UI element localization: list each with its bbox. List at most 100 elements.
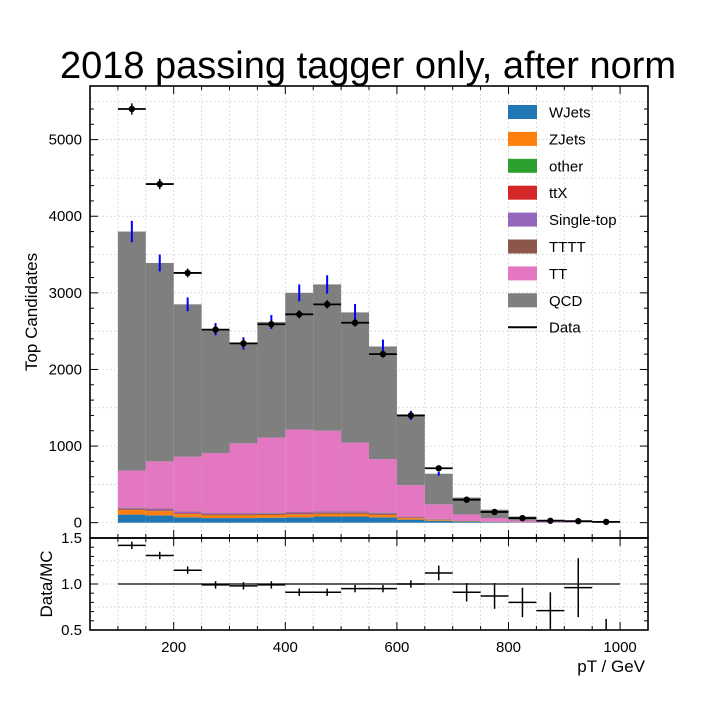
legend-swatch-zjets (508, 132, 537, 146)
data-point (380, 351, 386, 357)
bar-ttx (369, 514, 397, 515)
bar-ttx (202, 514, 230, 515)
bar-wjets (118, 515, 146, 523)
chart-title: 2018 passing tagger only, after norm (60, 45, 676, 87)
legend-label-single-top: Single-top (549, 212, 617, 229)
bar-qcd (425, 474, 453, 505)
bar-single-top (146, 509, 174, 510)
bar-zjets (425, 520, 453, 521)
data-point (129, 106, 135, 112)
legend-label-wjets: WJets (549, 105, 591, 122)
bar-tt (369, 459, 397, 512)
bar-wjets (313, 517, 341, 523)
bar-ttx (313, 513, 341, 514)
bar-wjets (230, 518, 258, 523)
legend-swatch-tttt (508, 240, 537, 254)
bar-single-top (313, 512, 341, 513)
bar-wjets (481, 522, 509, 523)
legend-label-ttx: ttX (549, 185, 567, 202)
bar-wjets (425, 521, 453, 523)
data-point (296, 311, 302, 317)
data-point (547, 518, 553, 524)
bar-tt (397, 485, 425, 516)
bar-tt (202, 453, 230, 513)
bar-wjets (257, 518, 285, 523)
x-tick-label: 200 (161, 639, 186, 656)
legend-label-tt: TT (549, 266, 567, 283)
data-point (240, 340, 246, 346)
bar-wjets (174, 517, 202, 522)
bar-zjets (257, 515, 285, 518)
bar-zjets (285, 515, 313, 518)
bar-wjets (453, 522, 481, 523)
bar-tt (481, 518, 509, 521)
ratio-y-tick-label: 1.5 (61, 530, 82, 547)
bar-tt (174, 457, 202, 512)
bar-qcd (257, 322, 285, 438)
x-tick-label: 600 (384, 639, 409, 656)
bar-ttx (118, 509, 146, 510)
y-tick-label: 5000 (49, 132, 82, 149)
x-axis-label: pT / GeV (577, 657, 645, 676)
data-point (324, 301, 330, 307)
bar-wjets (146, 515, 174, 522)
legend-swatch-single-top (508, 213, 537, 227)
bar-wjets (285, 517, 313, 522)
bar-tt (146, 461, 174, 508)
data-point (575, 518, 581, 524)
bar-wjets (369, 517, 397, 522)
legend-swatch-qcd (508, 293, 537, 307)
bar-zjets (230, 515, 258, 518)
legend-label-zjets: ZJets (549, 131, 586, 148)
bar-tt (453, 514, 481, 520)
bar-tt (425, 504, 453, 519)
legend-swatch-ttx (508, 186, 537, 200)
bar-qcd (341, 312, 369, 442)
bar-zjets (313, 514, 341, 517)
bar-single-top (118, 508, 146, 509)
bar-single-top (174, 512, 202, 513)
legend-label-qcd: QCD (549, 293, 583, 310)
legend: WJetsZJetsotherttXSingle-topTTTTTTQCDDat… (508, 105, 617, 337)
x-tick-label: 1000 (603, 639, 636, 656)
bar-ttx (146, 510, 174, 511)
bar-qcd (118, 232, 146, 471)
bar-tt (285, 430, 313, 512)
bar-zjets (202, 515, 230, 518)
bar-tt (341, 443, 369, 512)
y-tick-label: 4000 (49, 208, 82, 225)
bar-qcd (369, 346, 397, 459)
data-point (408, 412, 414, 418)
data-point (212, 326, 218, 332)
bar-ttx (341, 513, 369, 514)
bar-zjets (369, 515, 397, 517)
legend-label-other: other (549, 158, 583, 175)
data-point (352, 320, 358, 326)
bar-single-top (230, 513, 258, 514)
bar-qcd (202, 330, 230, 453)
x-tick-label: 800 (496, 639, 521, 656)
x-tick-label: 400 (273, 639, 298, 656)
y-tick-label: 2000 (49, 361, 82, 378)
data-point (519, 515, 525, 521)
bar-zjets (397, 518, 425, 520)
data-point (463, 496, 469, 502)
bar-single-top (202, 513, 230, 514)
y-axis-label-main: Top Candidates (22, 253, 41, 371)
bar-tt (313, 431, 341, 511)
bar-tt (257, 438, 285, 513)
bar-zjets (174, 514, 202, 517)
ratio-y-tick-label: 0.5 (61, 622, 82, 639)
bar-qcd (230, 343, 258, 443)
data-point (436, 465, 442, 471)
ratio-y-tick-label: 1.0 (61, 576, 82, 593)
bar-wjets (397, 520, 425, 523)
legend-swatch-tt (508, 266, 537, 280)
bar-wjets (202, 518, 230, 523)
bar-wjets (341, 517, 369, 523)
legend-swatch-wjets (508, 105, 537, 119)
y-axis-label-ratio: Data/MC (37, 550, 56, 617)
bar-single-top (341, 512, 369, 513)
bar-ttx (174, 513, 202, 514)
